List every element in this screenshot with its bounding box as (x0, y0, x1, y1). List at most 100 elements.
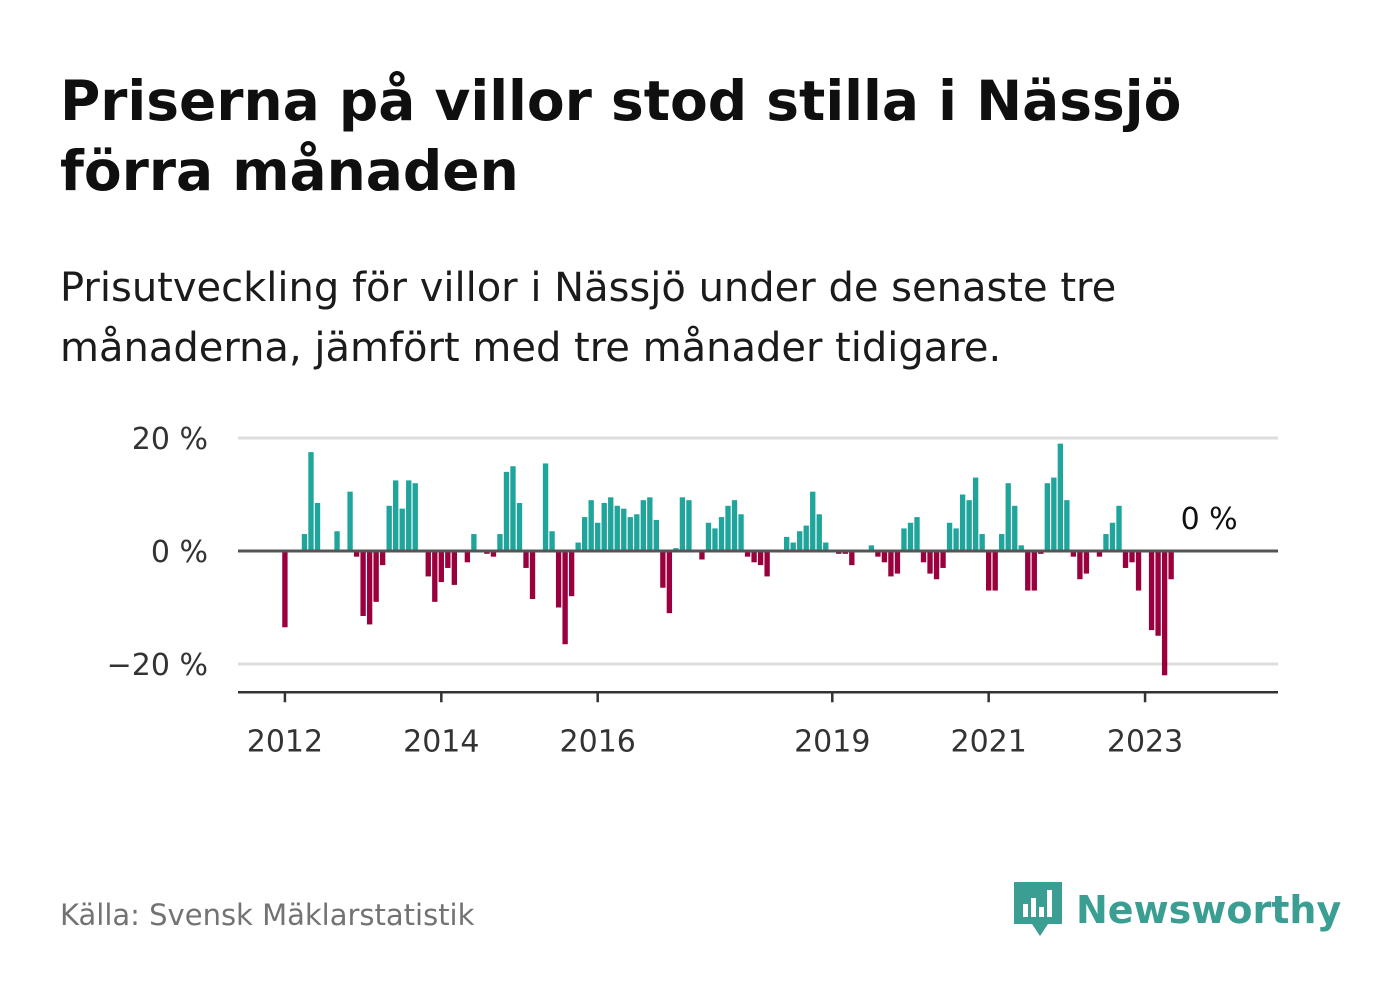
bar (731, 500, 738, 551)
bar (432, 551, 438, 602)
bar (738, 514, 744, 551)
bar (907, 522, 914, 551)
bar (542, 463, 549, 551)
y-tick-label: 0 % (151, 535, 208, 570)
bar (933, 551, 940, 580)
bar (575, 542, 581, 551)
bar (562, 551, 568, 645)
newsworthy-logo-icon (1014, 882, 1062, 936)
bar (784, 536, 790, 552)
x-tick-label: 2023 (1107, 724, 1183, 759)
bar (1168, 551, 1174, 580)
bar (412, 483, 418, 551)
bar (445, 551, 451, 568)
bar (497, 534, 503, 551)
x-tick-label: 2021 (950, 724, 1026, 759)
bar (510, 466, 516, 551)
bar (927, 551, 933, 574)
x-tick-label: 2019 (794, 724, 870, 759)
bar (301, 534, 308, 551)
bar (640, 500, 646, 551)
bar (699, 551, 705, 560)
bar (875, 551, 881, 557)
bar (490, 551, 497, 557)
bar (282, 551, 288, 628)
bar (705, 522, 712, 551)
bar (353, 551, 360, 557)
bar (1155, 551, 1161, 636)
bar (347, 491, 353, 551)
bar (972, 477, 979, 551)
bar (555, 551, 562, 608)
bar (1005, 483, 1011, 551)
bar (634, 514, 640, 551)
bar (881, 551, 888, 563)
bar (529, 551, 536, 600)
y-tick-label: 20 % (132, 422, 208, 457)
bar (425, 551, 431, 577)
bar (810, 491, 816, 551)
bar (308, 452, 314, 552)
bar (894, 551, 901, 574)
newsworthy-logo[interactable]: Newsworthy (1010, 880, 1341, 940)
bar (966, 500, 972, 551)
bar (373, 551, 379, 602)
bar (803, 525, 809, 551)
bar (1148, 551, 1155, 631)
chart-title: Priserna på villor stod stilla i Nässjö … (60, 69, 1182, 203)
bar (406, 480, 412, 552)
bar (718, 517, 725, 551)
bar (366, 551, 373, 625)
bar (1129, 551, 1135, 563)
bar (1070, 551, 1077, 557)
bar (360, 551, 366, 616)
bar (1135, 551, 1142, 591)
bar (614, 505, 620, 551)
bar (503, 471, 510, 551)
bar (1025, 551, 1031, 591)
source-note: Källa: Svensk Mäklarstatistik (60, 898, 475, 932)
bar (1018, 545, 1024, 551)
y-tick-label: −20 % (107, 648, 208, 683)
bar (399, 508, 405, 552)
x-tick-label: 2014 (403, 724, 479, 759)
bar (1057, 443, 1064, 551)
bar (379, 551, 386, 566)
bar (334, 531, 340, 551)
bar (653, 519, 660, 551)
bar (1116, 505, 1122, 551)
bar (549, 531, 555, 551)
bar (757, 551, 764, 566)
bar (471, 534, 477, 551)
bar (849, 551, 855, 566)
bar (1064, 500, 1070, 551)
bar (627, 517, 633, 551)
bar (523, 551, 529, 568)
bar (959, 494, 966, 551)
bar (1051, 477, 1057, 551)
bar (992, 551, 998, 591)
bar (1096, 551, 1103, 557)
bar (1077, 551, 1083, 580)
bar (725, 505, 731, 551)
bar (314, 502, 321, 551)
bar (979, 534, 985, 551)
bar (920, 551, 927, 563)
bar (393, 480, 399, 552)
bar (953, 528, 959, 551)
bar (595, 522, 601, 551)
bar (516, 502, 523, 551)
bar (1012, 505, 1018, 551)
bar (901, 528, 907, 551)
bar (797, 531, 803, 551)
x-tick-label: 2012 (247, 724, 323, 759)
bar (946, 522, 953, 551)
bar (744, 551, 751, 557)
x-tick-label: 2016 (560, 724, 636, 759)
last-value-label: 0 % (1181, 502, 1238, 537)
bar (1109, 522, 1116, 551)
bar-chart: 20 % 0 % −20 % 2012 2014 2016 2019 2021 2023 0 % (107, 422, 1278, 759)
bar (581, 517, 588, 551)
bar (588, 500, 594, 551)
bar (679, 497, 686, 551)
